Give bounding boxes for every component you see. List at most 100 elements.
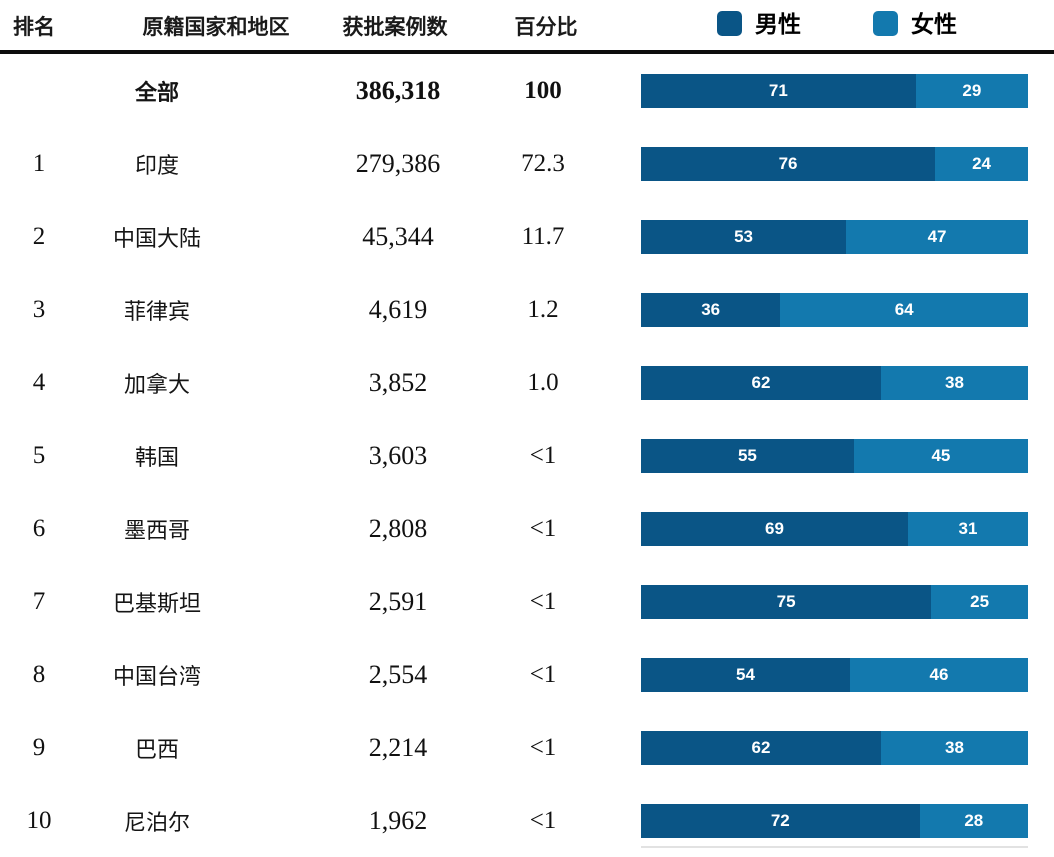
bar-male-segment: 72 — [641, 803, 920, 838]
rank-value: 5 — [32, 441, 46, 469]
percent-value: 72.3 — [521, 149, 565, 177]
stacked-bar: 72 28 — [641, 803, 1028, 838]
stacked-bar: 36 64 — [641, 292, 1028, 327]
column-header-percent: 百分比 — [514, 16, 578, 39]
legend-female-label: 女性 — [911, 11, 957, 37]
column-header-cases: 获批案例数 — [342, 16, 448, 39]
bar-female-value: 38 — [945, 372, 964, 392]
bar-male-value: 71 — [768, 80, 788, 100]
bar-female-segment: 29 — [915, 73, 1028, 108]
stacked-bar: 53 47 — [641, 219, 1028, 254]
approved-cases-value: 1,962 — [368, 805, 428, 835]
column-header-country: 原籍国家和地区 — [142, 16, 290, 39]
country-name: 菲律宾 — [123, 298, 190, 324]
table-row: 7 巴基斯坦 2,591 <1 75 25 — [0, 565, 1054, 638]
country-name: 墨西哥 — [123, 517, 190, 543]
country-name: 中国台湾 — [112, 663, 201, 689]
bar-male-segment: 62 — [641, 365, 881, 400]
approved-cases-value: 2,808 — [368, 513, 428, 543]
rank-value: 1 — [32, 149, 46, 177]
bar-male-value: 55 — [737, 445, 757, 465]
bar-female-segment: 46 — [849, 657, 1028, 692]
rank-value: 9 — [32, 733, 46, 761]
bar-male-segment: 75 — [641, 584, 932, 619]
legend-male-label: 男性 — [755, 11, 801, 37]
table-row: 9 巴西 2,214 <1 62 38 — [0, 711, 1054, 784]
bar-female-value: 47 — [927, 226, 947, 246]
bar-male-value: 62 — [751, 372, 771, 392]
bar-female-segment: 47 — [846, 219, 1028, 254]
bar-female-segment: 45 — [853, 438, 1028, 473]
stacked-bar: 76 24 — [641, 146, 1028, 181]
country-name: 韩国 — [134, 444, 179, 470]
approved-cases-value: 4,619 — [368, 294, 428, 324]
bar-male-value: 76 — [778, 153, 798, 173]
table-row: 全部 386,318 100 71 29 — [0, 54, 1054, 127]
bar-female-segment: 38 — [880, 365, 1028, 400]
rank-value: 4 — [32, 368, 46, 396]
table-row: 8 中国台湾 2,554 <1 54 46 — [0, 638, 1054, 711]
bar-female-value: 64 — [894, 299, 914, 319]
bar-male-value: 36 — [701, 299, 721, 319]
stacked-bar: 55 45 — [641, 438, 1028, 473]
bar-male-value: 62 — [751, 737, 771, 757]
bar-male-segment: 62 — [641, 730, 881, 765]
rank-value: 6 — [32, 514, 46, 542]
approved-cases-value: 3,603 — [368, 440, 428, 470]
bar-female-value: 45 — [931, 445, 951, 465]
country-name: 印度 — [134, 152, 179, 178]
bar-female-segment: 28 — [919, 803, 1028, 838]
bar-female-value: 46 — [929, 664, 949, 684]
bar-male-value: 53 — [734, 226, 754, 246]
bar-female-value: 31 — [958, 518, 978, 538]
bar-female-value: 29 — [962, 80, 982, 100]
percent-value: <1 — [529, 514, 557, 542]
stacked-bar: 69 31 — [641, 511, 1028, 546]
bar-female-segment: 64 — [780, 292, 1028, 327]
table-row: 6 墨西哥 2,808 <1 69 31 — [0, 492, 1054, 565]
rank-value: 2 — [32, 222, 46, 250]
country-name: 加拿大 — [123, 371, 190, 397]
approved-cases-value: 2,554 — [368, 659, 428, 689]
bar-female-segment: 25 — [931, 584, 1028, 619]
approved-cases-value: 3,852 — [368, 367, 428, 397]
bar-female-segment: 31 — [908, 511, 1028, 546]
percent-value: <1 — [529, 587, 557, 615]
bar-female-value: 38 — [945, 737, 964, 757]
column-header-rank: 排名 — [13, 16, 55, 39]
table-row: 10 尼泊尔 1,962 <1 72 28 — [0, 784, 1054, 857]
approved-cases-value: 279,386 — [355, 148, 441, 178]
bar-male-value: 54 — [736, 664, 755, 684]
percent-value: 100 — [524, 76, 562, 104]
percent-value: <1 — [529, 441, 557, 469]
percent-value: <1 — [529, 806, 557, 834]
table-row: 2 中国大陆 45,344 11.7 53 47 — [0, 200, 1054, 273]
stacked-bar: 62 38 — [641, 365, 1028, 400]
stacked-bar: 75 25 — [641, 584, 1028, 619]
stacked-bar: 62 38 — [641, 730, 1028, 765]
approved-cases-value: 45,344 — [362, 221, 434, 251]
country-name: 全部 — [134, 79, 179, 105]
bar-female-value: 28 — [964, 810, 984, 830]
bar-male-segment: 76 — [641, 146, 936, 181]
bar-male-segment: 36 — [641, 292, 781, 327]
table-row: 3 菲律宾 4,619 1.2 36 64 — [0, 273, 1054, 346]
table-row: 5 韩国 3,603 <1 55 45 — [0, 419, 1054, 492]
bar-male-segment: 54 — [641, 657, 850, 692]
country-name: 尼泊尔 — [123, 809, 190, 835]
bar-male-value: 75 — [776, 591, 796, 611]
legend-female-swatch-icon — [873, 11, 898, 36]
percent-value: 1.0 — [527, 368, 559, 396]
approved-cases-value: 386,318 — [355, 75, 441, 105]
approved-cases-value: 2,214 — [368, 732, 428, 762]
bar-male-segment: 71 — [641, 73, 916, 108]
bar-female-value: 25 — [970, 591, 990, 611]
table-row: 1 印度 279,386 72.3 76 24 — [0, 127, 1054, 200]
bar-male-value: 69 — [765, 518, 784, 538]
stacked-bar: 71 29 — [641, 73, 1028, 108]
bar-female-value: 24 — [972, 153, 991, 173]
bar-female-segment: 38 — [880, 730, 1028, 765]
bar-male-segment: 55 — [641, 438, 854, 473]
bar-female-segment: 24 — [935, 146, 1028, 181]
